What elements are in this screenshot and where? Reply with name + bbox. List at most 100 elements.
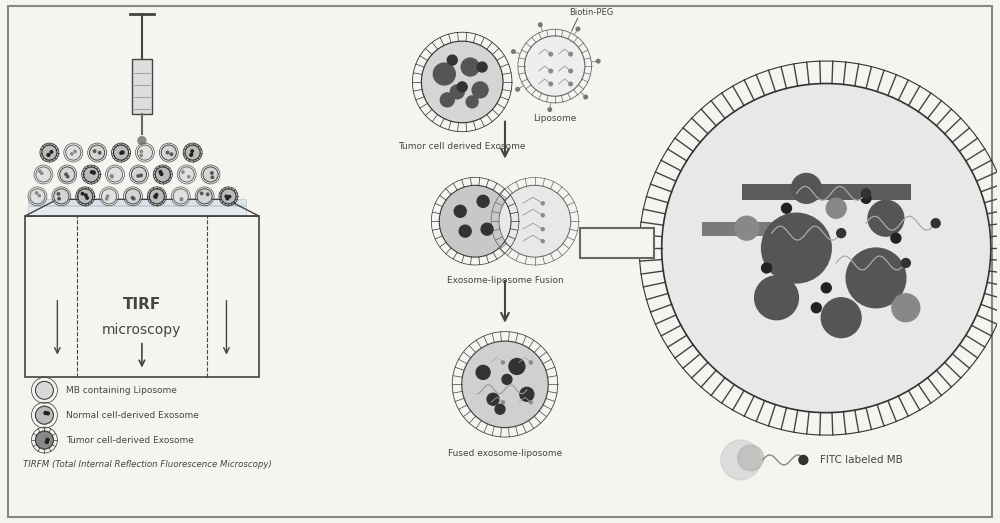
Circle shape	[762, 263, 772, 273]
Circle shape	[781, 203, 791, 213]
Circle shape	[35, 381, 53, 399]
Circle shape	[861, 194, 871, 203]
Circle shape	[826, 198, 846, 218]
Circle shape	[461, 58, 479, 76]
Circle shape	[762, 213, 831, 283]
Circle shape	[111, 176, 113, 178]
Circle shape	[821, 283, 831, 293]
Circle shape	[160, 172, 162, 174]
Circle shape	[541, 240, 544, 243]
Circle shape	[457, 82, 467, 92]
Circle shape	[499, 185, 571, 257]
Circle shape	[454, 206, 466, 217]
Circle shape	[120, 152, 122, 154]
Circle shape	[170, 153, 173, 155]
Circle shape	[155, 194, 158, 196]
Circle shape	[140, 154, 142, 157]
Circle shape	[161, 145, 176, 160]
Circle shape	[30, 189, 45, 204]
Circle shape	[36, 167, 51, 182]
Circle shape	[548, 108, 552, 111]
Circle shape	[166, 151, 169, 154]
Circle shape	[892, 294, 920, 322]
Circle shape	[837, 229, 846, 237]
Circle shape	[50, 151, 53, 153]
Circle shape	[106, 198, 108, 200]
Circle shape	[85, 194, 87, 197]
FancyBboxPatch shape	[28, 206, 246, 216]
Circle shape	[868, 200, 904, 236]
Circle shape	[121, 151, 124, 153]
Circle shape	[81, 192, 84, 195]
Text: Tumor cell derived Exosome: Tumor cell derived Exosome	[398, 142, 526, 151]
Circle shape	[891, 233, 901, 243]
Circle shape	[439, 185, 511, 257]
Circle shape	[512, 50, 515, 53]
Circle shape	[662, 84, 991, 413]
Circle shape	[476, 366, 490, 379]
Text: Normal cell-derived Exosome: Normal cell-derived Exosome	[66, 411, 199, 419]
Circle shape	[121, 151, 124, 154]
Circle shape	[190, 153, 193, 156]
Circle shape	[549, 82, 553, 86]
Circle shape	[569, 69, 572, 73]
Circle shape	[481, 223, 493, 235]
Polygon shape	[742, 185, 911, 200]
Circle shape	[226, 197, 229, 200]
Circle shape	[173, 189, 188, 204]
Circle shape	[206, 193, 209, 196]
Text: Exosome-liposome Fusion: Exosome-liposome Fusion	[447, 276, 563, 286]
Circle shape	[477, 196, 489, 207]
Circle shape	[203, 167, 218, 182]
Circle shape	[154, 196, 157, 198]
Circle shape	[113, 145, 129, 160]
Text: Fused exosome-liposome: Fused exosome-liposome	[448, 449, 562, 459]
Circle shape	[35, 192, 38, 194]
Circle shape	[66, 175, 69, 178]
Circle shape	[46, 438, 49, 441]
Circle shape	[191, 150, 193, 152]
Circle shape	[182, 171, 184, 173]
Circle shape	[487, 393, 499, 405]
Circle shape	[57, 192, 60, 195]
Circle shape	[221, 189, 236, 204]
Circle shape	[811, 303, 821, 313]
Circle shape	[107, 167, 123, 182]
Circle shape	[155, 167, 170, 182]
Circle shape	[179, 167, 194, 182]
Circle shape	[154, 195, 156, 198]
FancyBboxPatch shape	[8, 6, 992, 517]
Circle shape	[131, 167, 146, 182]
Circle shape	[755, 276, 798, 320]
Circle shape	[137, 175, 139, 177]
Circle shape	[447, 55, 457, 65]
Circle shape	[44, 412, 47, 414]
Circle shape	[86, 197, 88, 199]
Circle shape	[93, 172, 95, 174]
Circle shape	[228, 196, 231, 198]
Circle shape	[738, 445, 764, 471]
Circle shape	[66, 145, 81, 160]
Circle shape	[149, 189, 164, 204]
Circle shape	[110, 175, 113, 177]
Circle shape	[106, 195, 109, 197]
Circle shape	[138, 137, 146, 145]
Circle shape	[541, 214, 544, 217]
Circle shape	[35, 406, 53, 424]
Text: Tumor cell-derived Exosome: Tumor cell-derived Exosome	[66, 436, 194, 445]
Circle shape	[60, 167, 75, 182]
Circle shape	[140, 151, 142, 153]
Circle shape	[520, 388, 534, 401]
Circle shape	[501, 401, 504, 404]
Circle shape	[42, 145, 57, 160]
Circle shape	[102, 189, 117, 204]
Circle shape	[78, 189, 93, 204]
Circle shape	[98, 152, 101, 154]
Circle shape	[529, 361, 532, 364]
Circle shape	[791, 174, 821, 203]
Circle shape	[440, 93, 454, 107]
FancyBboxPatch shape	[132, 59, 152, 114]
Text: FITC labeled MB: FITC labeled MB	[820, 455, 903, 465]
Circle shape	[180, 199, 183, 201]
Text: TIRF: TIRF	[123, 297, 161, 312]
